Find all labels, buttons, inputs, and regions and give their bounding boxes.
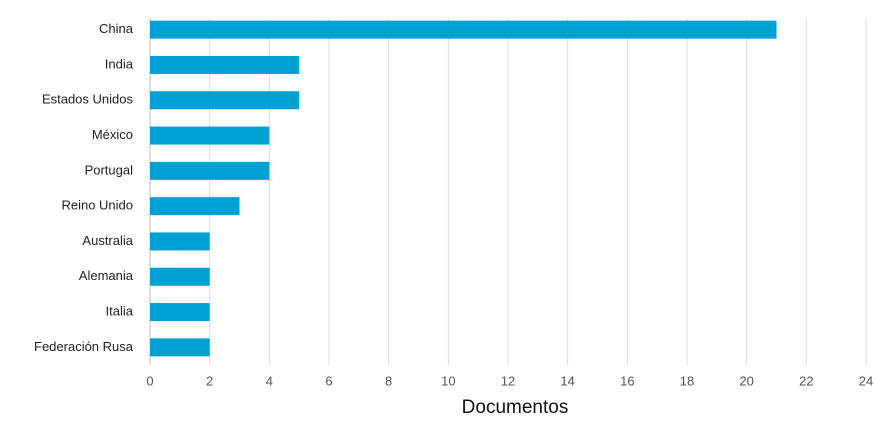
x-tick-label: 2 xyxy=(206,373,213,388)
bar xyxy=(150,267,210,286)
x-tick-label: 0 xyxy=(146,373,153,388)
bar xyxy=(150,197,240,216)
y-tick-label: Estados Unidos xyxy=(42,92,134,107)
x-tick-label: 4 xyxy=(266,373,273,388)
x-axis-title: Documentos xyxy=(462,397,569,418)
y-tick-label: México xyxy=(92,127,133,142)
bar xyxy=(150,20,777,39)
y-tick-label: China xyxy=(99,21,134,36)
y-tick-label: Reino Unido xyxy=(61,198,133,213)
x-tick-label: 18 xyxy=(680,373,694,388)
x-tick-label: 12 xyxy=(501,373,515,388)
x-tick-label: 22 xyxy=(799,373,813,388)
bar xyxy=(150,55,300,74)
y-tick-label: Federación Rusa xyxy=(34,339,134,354)
x-tick-label: 8 xyxy=(385,373,392,388)
x-tick-label: 14 xyxy=(560,373,574,388)
bar xyxy=(150,91,300,110)
x-tick-label: 24 xyxy=(859,373,873,388)
bar xyxy=(150,232,210,251)
y-tick-label: India xyxy=(105,56,134,71)
x-tick-label: 10 xyxy=(441,373,455,388)
bar xyxy=(150,161,270,180)
bar xyxy=(150,303,210,322)
x-tick-label: 20 xyxy=(739,373,753,388)
bar xyxy=(150,126,270,145)
x-tick-label: 6 xyxy=(325,373,332,388)
y-tick-label: Alemania xyxy=(79,268,134,283)
y-tick-label: Portugal xyxy=(85,162,134,177)
y-tick-label: Italia xyxy=(106,303,134,318)
bar xyxy=(150,338,210,357)
x-tick-label: 16 xyxy=(620,373,634,388)
y-tick-label: Australia xyxy=(82,233,133,248)
